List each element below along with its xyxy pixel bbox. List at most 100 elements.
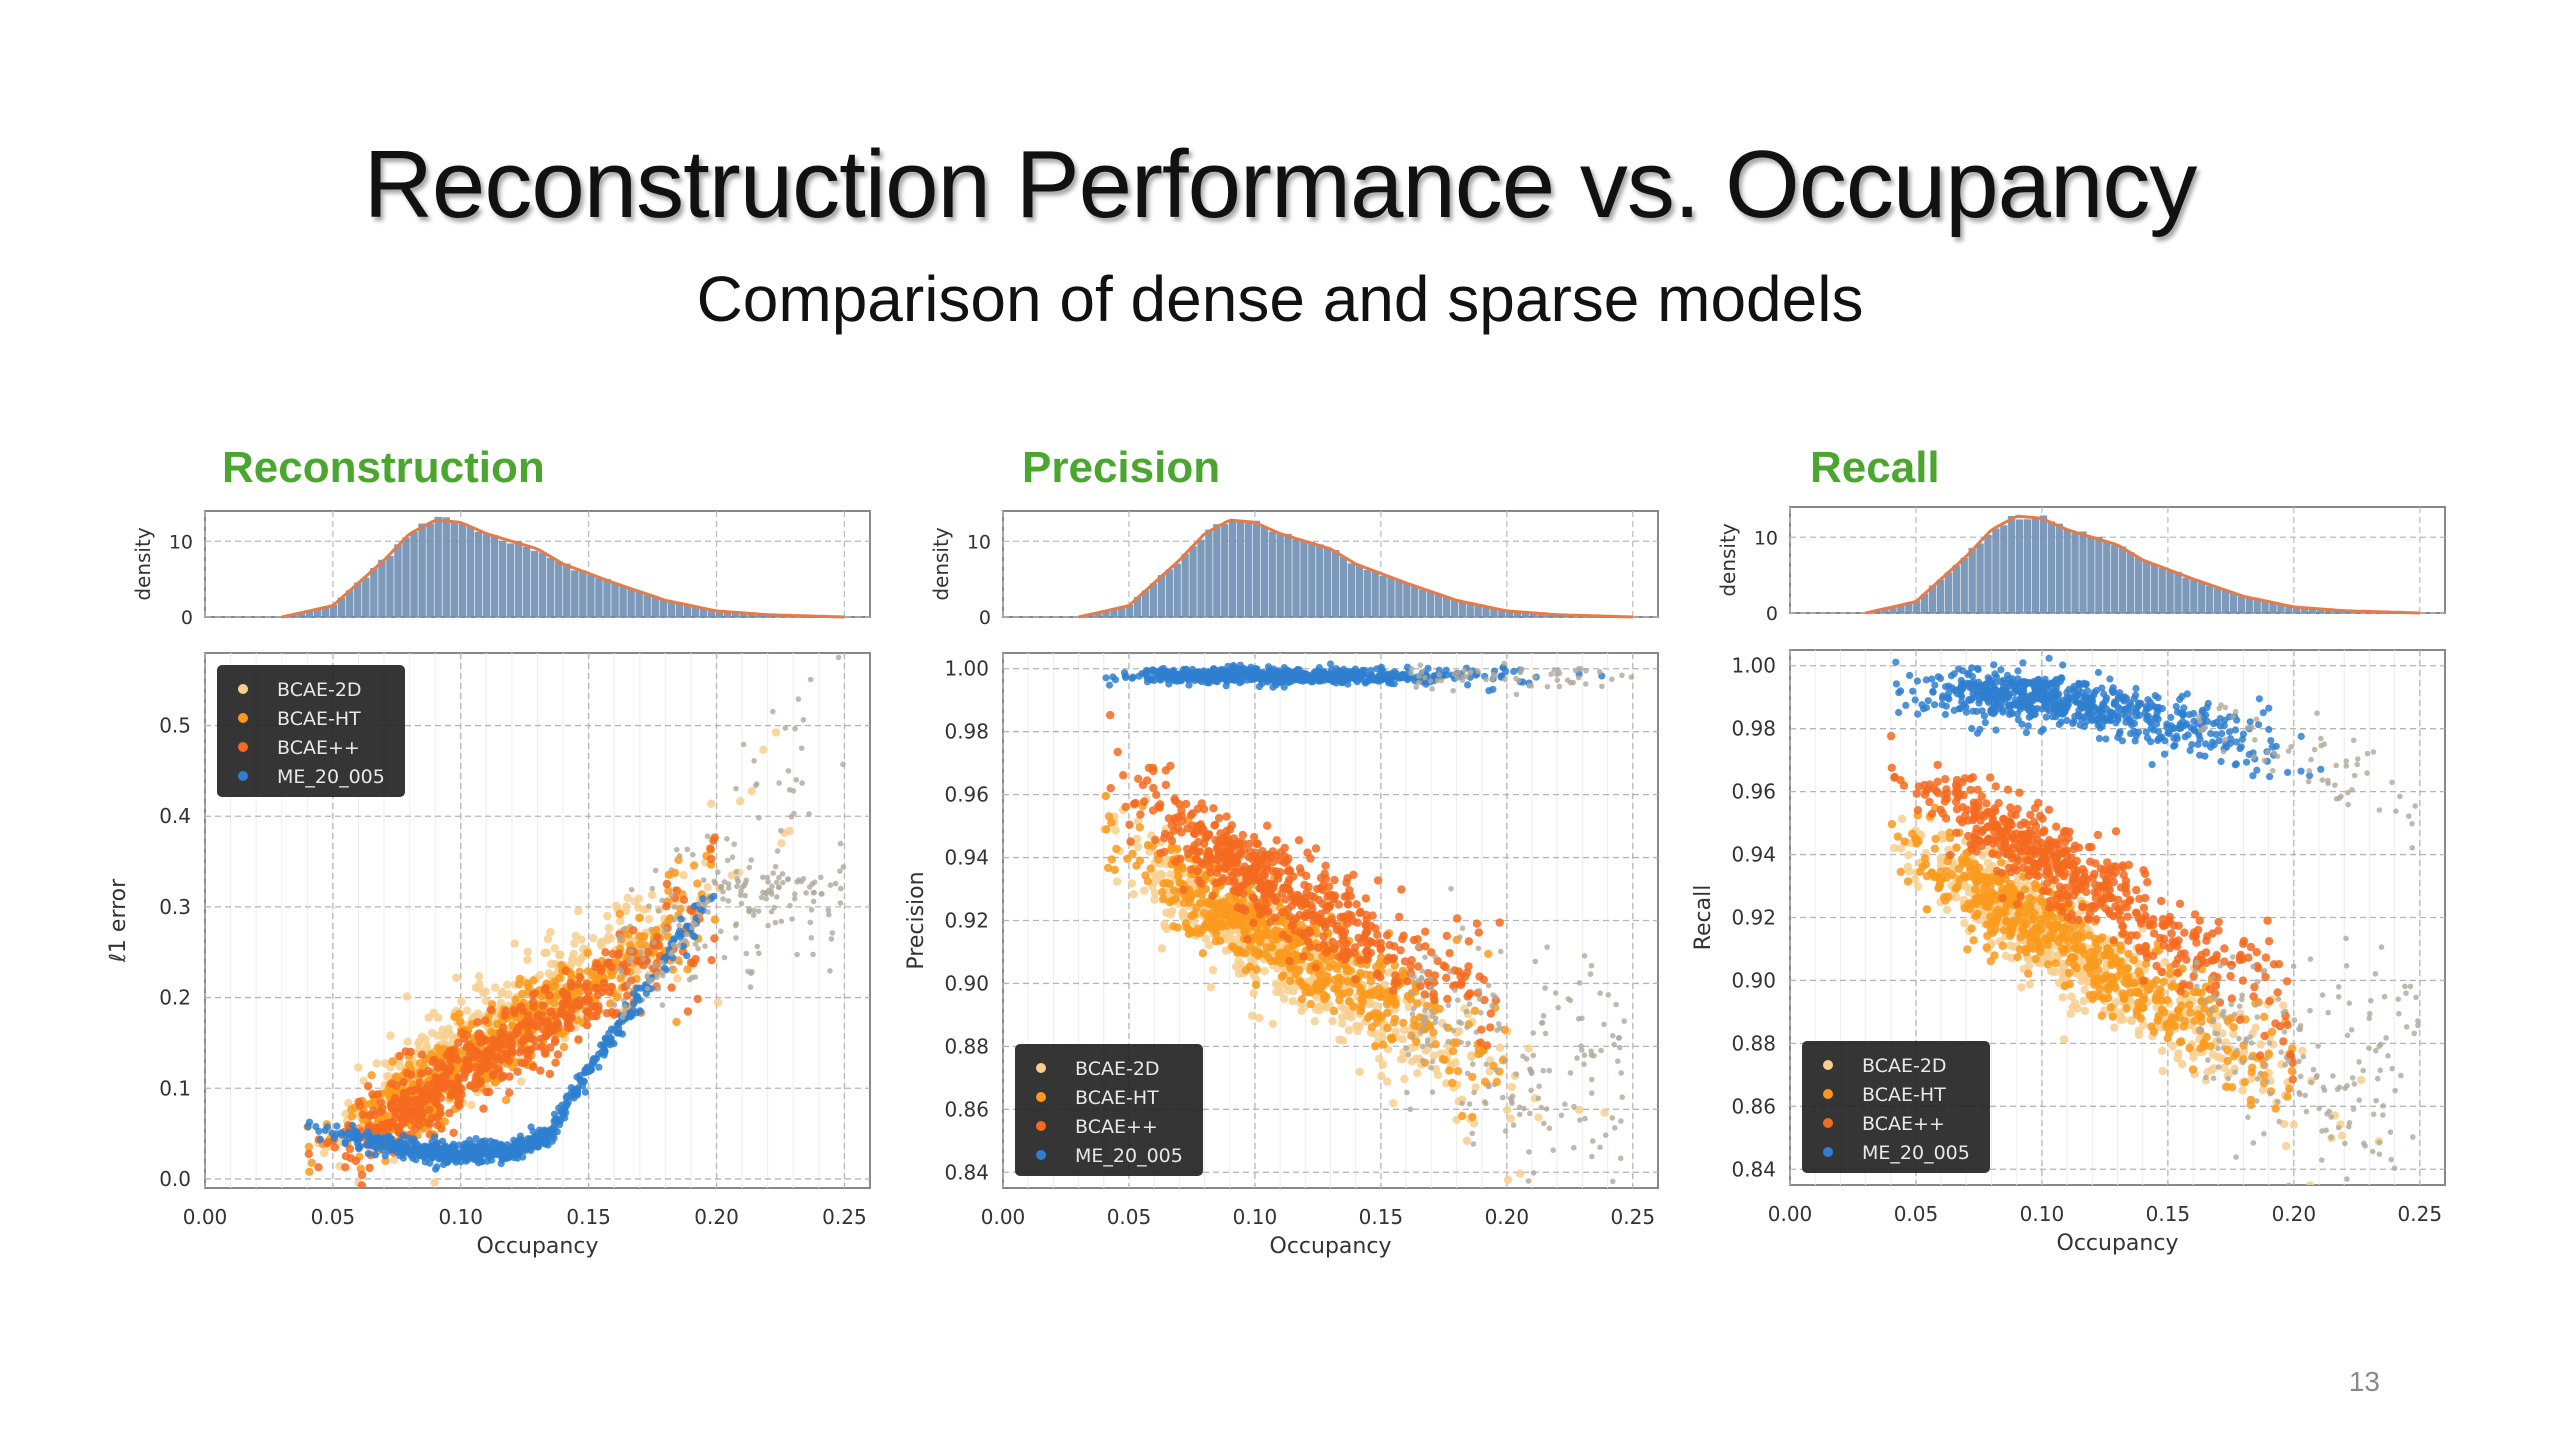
outlier-point-BCAE++ [668, 892, 675, 898]
x-tick-label: 0.00 [183, 1205, 228, 1229]
data-point-BCAE-HT [1143, 877, 1153, 886]
outlier-point-BCAE++ [715, 869, 721, 875]
data-point-BCAE-HT [1332, 985, 1341, 994]
outlier-point-BCAE-2D [1589, 1153, 1595, 1160]
data-point-BCAE++ [1321, 874, 1331, 883]
legend-box [217, 665, 405, 797]
histogram-bar [1244, 520, 1253, 617]
data-point-BCAE-HT [1262, 927, 1271, 936]
data-point-BCAE-2D [1248, 1011, 1257, 1020]
data-point-BCAE-HT [440, 1117, 449, 1126]
outlier-point-BCAE-2D [1521, 1105, 1527, 1112]
histogram-bar [1395, 579, 1403, 617]
x-tick-label: 0.20 [694, 1205, 739, 1229]
histogram-bar [547, 557, 555, 617]
data-point-ME_20_005 [515, 1143, 523, 1151]
data-point-BCAE++ [1441, 962, 1450, 972]
scatter-points [1100, 660, 1635, 1185]
x-axis-label: Occupancy [1270, 1234, 1392, 1259]
data-point-BCAE-HT [1241, 949, 1250, 958]
data-point-BCAE++ [563, 996, 572, 1006]
data-point-BCAE-2D [1353, 1026, 1362, 1036]
data-point-ME_20_005 [481, 1137, 489, 1145]
outlier-point-BCAE++ [1565, 996, 1571, 1002]
outlier-point-BCAE-HT [1445, 1038, 1452, 1045]
outlier-point-ME_20_005 [659, 970, 666, 976]
data-point-BCAE++ [1176, 854, 1185, 864]
data-point-BCAE++ [1121, 802, 1130, 812]
data-point-BCAE-HT [515, 974, 524, 984]
outlier-point-BCAE++ [617, 933, 624, 939]
data-point-ME_20_005 [349, 1131, 357, 1139]
data-point-BCAE-2D [1377, 1071, 1386, 1081]
outlier-point-BCAE++ [827, 882, 834, 888]
data-point-BCAE-2D [1338, 1019, 1347, 1028]
data-point-BCAE++ [1268, 892, 1277, 901]
data-point-BCAE++ [439, 1077, 449, 1086]
data-point-BCAE-HT [518, 989, 527, 999]
data-point-BCAE-2D [372, 1059, 381, 1068]
data-point-BCAE-2D [647, 890, 657, 900]
data-point-BCAE++ [1210, 820, 1220, 830]
outlier-point-BCAE++ [754, 943, 760, 950]
data-point-BCAE-2D [517, 1077, 526, 1086]
data-point-BCAE-HT [1148, 842, 1157, 851]
data-point-BCAE-HT [1312, 928, 1322, 938]
data-point-ME_20_005 [409, 1150, 417, 1158]
outlier-point-BCAE-2D [690, 851, 696, 858]
data-point-BCAE++ [513, 1028, 522, 1038]
data-point-BCAE++ [1398, 934, 1407, 944]
data-point-BCAE-2D [1166, 870, 1175, 879]
outlier-point-BCAE++ [829, 930, 836, 936]
data-point-BCAE++ [1356, 907, 1365, 916]
data-point-BCAE-HT [347, 1105, 356, 1114]
outlier-point-BCAE-HT [700, 877, 707, 883]
histogram-bar [1331, 549, 1340, 617]
data-point-BCAE-2D [1111, 826, 1120, 835]
outlier-point-BCAE++ [747, 984, 754, 990]
data-point-BCAE++ [1236, 849, 1246, 858]
data-point-BCAE-HT [583, 967, 593, 976]
data-point-BCAE++ [1373, 930, 1382, 939]
histogram-bar [1149, 583, 1158, 617]
histogram-bar [1292, 539, 1300, 617]
outlier-point-BCAE++ [1408, 990, 1415, 997]
data-point-BCAE-HT [1453, 1066, 1463, 1076]
data-point-ME_20_005 [547, 1127, 555, 1136]
outlier-point-BCAE-HT [1421, 1023, 1428, 1030]
outlier-point-ME_20_005 [702, 902, 708, 909]
outlier-point-BCAE-HT [1581, 1061, 1587, 1067]
data-point-ME_20_005 [381, 1142, 389, 1150]
data-point-BCAE-HT [1211, 929, 1221, 938]
data-point-BCAE-2D [1168, 906, 1177, 915]
outlier-point-BCAE++ [663, 926, 669, 932]
data-point-BCAE-HT [683, 965, 692, 974]
y-tick-label: 0.5 [159, 714, 191, 738]
data-point-BCAE++ [1243, 866, 1252, 876]
data-point-BCAE-HT [381, 1156, 390, 1166]
data-point-BCAE++ [1208, 891, 1217, 900]
data-point-BCAE++ [1238, 830, 1248, 840]
data-point-BCAE++ [1249, 876, 1259, 885]
data-point-BCAE++ [1376, 938, 1386, 948]
series-BCAE++ [304, 833, 836, 1188]
histogram-bar [1537, 613, 1546, 617]
data-point-BCAE++ [504, 1056, 514, 1066]
data-point-BCAE-2D [568, 954, 577, 963]
y-axis-label: ℓ1 error [106, 878, 131, 963]
data-point-BCAE-2D [344, 1098, 353, 1108]
outlier-point-BCAE++ [1448, 885, 1454, 892]
data-point-BCAE-HT [347, 1112, 357, 1121]
outlier-point-BCAE-2D [753, 781, 760, 787]
outlier-point-BCAE-2D [1550, 1147, 1557, 1153]
data-point-BCAE-2D [1372, 1001, 1381, 1010]
data-point-BCAE-HT [1321, 955, 1331, 964]
histogram-bar [1110, 609, 1118, 617]
data-point-ME_20_005 [699, 906, 707, 915]
x-tick-label: 0.05 [311, 1205, 356, 1229]
data-point-BCAE-HT [1112, 844, 1121, 854]
data-point-BCAE-HT [670, 868, 680, 877]
data-point-BCAE++ [1294, 836, 1304, 845]
outlier-point-ME_20_005 [741, 882, 747, 889]
